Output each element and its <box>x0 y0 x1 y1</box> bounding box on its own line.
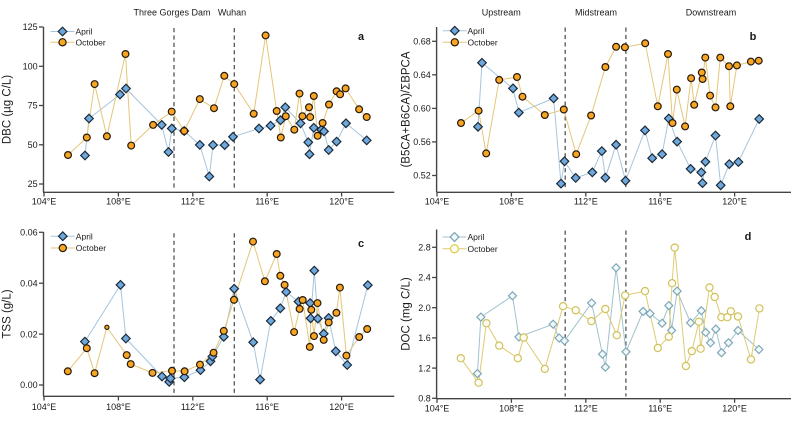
svg-text:April: April <box>468 26 485 36</box>
svg-text:112°E: 112°E <box>574 404 598 414</box>
svg-text:April: April <box>76 27 93 37</box>
svg-text:0.64: 0.64 <box>413 70 431 80</box>
svg-text:100: 100 <box>23 62 38 72</box>
svg-text:DBC (µg C/L): DBC (µg C/L) <box>2 75 14 144</box>
svg-text:0.02: 0.02 <box>20 329 38 339</box>
svg-text:120°E: 120°E <box>722 404 747 414</box>
svg-text:112°E: 112°E <box>181 402 205 412</box>
svg-text:October: October <box>76 37 106 47</box>
svg-text:October: October <box>468 244 498 254</box>
svg-text:108°E: 108°E <box>106 197 131 207</box>
svg-text:112°E: 112°E <box>181 197 205 207</box>
svg-text:108°E: 108°E <box>499 404 524 414</box>
svg-text:104°E: 104°E <box>425 404 450 414</box>
svg-text:2.8: 2.8 <box>418 243 431 253</box>
svg-text:April: April <box>468 232 485 242</box>
svg-text:Downstream: Downstream <box>686 8 737 18</box>
svg-text:104°E: 104°E <box>32 197 57 207</box>
svg-text:TSS (g/L): TSS (g/L) <box>2 289 14 338</box>
svg-text:d: d <box>745 231 752 243</box>
svg-text:108°E: 108°E <box>499 197 524 207</box>
svg-text:116°E: 116°E <box>255 197 279 207</box>
svg-text:120°E: 120°E <box>329 197 354 207</box>
svg-text:104°E: 104°E <box>32 402 57 412</box>
svg-text:Wuhan: Wuhan <box>218 8 246 18</box>
svg-text:DOC (mg C/L): DOC (mg C/L) <box>401 277 413 351</box>
svg-text:116°E: 116°E <box>648 404 672 414</box>
svg-text:120°E: 120°E <box>722 197 747 207</box>
svg-text:a: a <box>358 31 365 43</box>
svg-text:April: April <box>76 231 93 241</box>
svg-text:2.0: 2.0 <box>418 303 431 313</box>
svg-text:112°E: 112°E <box>574 197 598 207</box>
svg-text:0.52: 0.52 <box>413 171 431 181</box>
svg-text:0.68: 0.68 <box>413 37 431 47</box>
svg-text:116°E: 116°E <box>255 402 279 412</box>
svg-text:125: 125 <box>23 22 38 32</box>
svg-text:1.2: 1.2 <box>418 363 431 373</box>
svg-text:75: 75 <box>28 101 38 111</box>
svg-text:0.04: 0.04 <box>20 278 38 288</box>
svg-text:Midstream: Midstream <box>575 8 617 18</box>
svg-text:0.06: 0.06 <box>20 228 38 238</box>
svg-text:0.00: 0.00 <box>20 380 38 390</box>
svg-text:(B5CA+B6CA)/ΣBPCA: (B5CA+B6CA)/ΣBPCA <box>401 51 413 167</box>
svg-text:104°E: 104°E <box>425 197 450 207</box>
svg-text:c: c <box>358 238 364 250</box>
svg-text:Upstream: Upstream <box>482 8 521 18</box>
svg-text:b: b <box>750 31 757 43</box>
svg-text:0.8: 0.8 <box>418 394 431 404</box>
svg-text:Three Gorges Dam: Three Gorges Dam <box>133 8 210 18</box>
svg-text:25: 25 <box>28 179 38 189</box>
svg-text:50: 50 <box>28 140 38 150</box>
svg-text:108°E: 108°E <box>106 402 131 412</box>
svg-text:116°E: 116°E <box>648 197 672 207</box>
svg-text:October: October <box>76 243 106 253</box>
svg-text:120°E: 120°E <box>329 402 354 412</box>
svg-text:2.4: 2.4 <box>418 273 431 283</box>
svg-text:0.60: 0.60 <box>413 104 431 114</box>
svg-text:October: October <box>468 37 498 47</box>
svg-text:1.6: 1.6 <box>418 333 431 343</box>
svg-text:0.56: 0.56 <box>413 137 431 147</box>
